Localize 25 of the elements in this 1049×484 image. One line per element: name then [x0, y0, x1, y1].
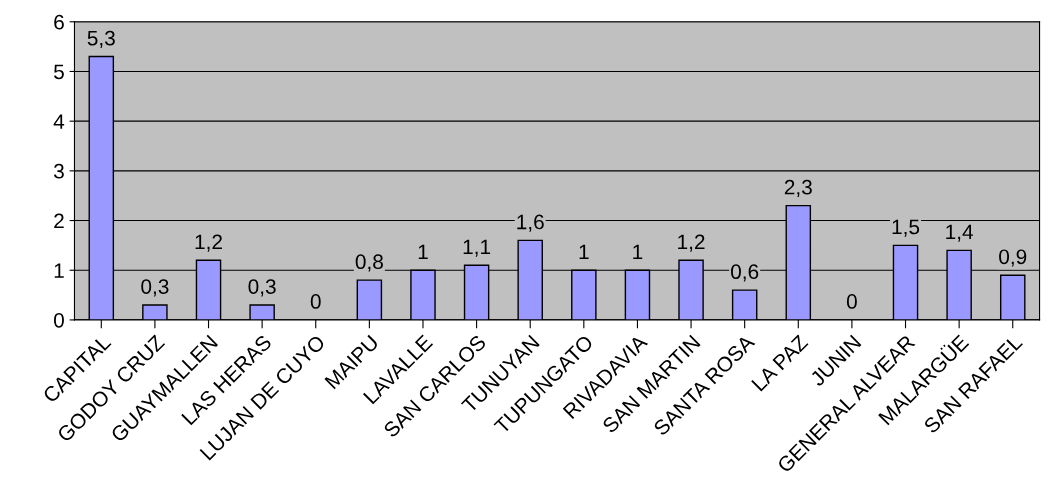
y-tick-label: 1: [54, 263, 64, 278]
data-label: 0,9: [999, 249, 1027, 267]
y-tick-label: 5: [54, 64, 64, 80]
y-tick-label: 2: [54, 213, 64, 229]
data-label: 0: [310, 294, 321, 309]
data-label: 0,6: [731, 264, 759, 282]
data-label: 1: [418, 244, 428, 259]
data-label: 0,8: [355, 254, 383, 272]
y-tick-label: 4: [53, 114, 65, 129]
data-label: 0: [846, 294, 857, 309]
data-label: 0,3: [141, 279, 169, 297]
data-label: 1: [633, 244, 643, 259]
data-label: 1: [579, 244, 589, 259]
data-label: 2,3: [784, 179, 812, 198]
y-tick-label: 0: [53, 312, 64, 328]
data-label: 1,6: [517, 214, 544, 232]
data-label: 1,5: [892, 219, 920, 237]
data-label: 1,4: [946, 224, 974, 242]
y-tick-label: 6: [54, 14, 64, 30]
data-label: 1,2: [678, 234, 705, 252]
data-label: 1,1: [463, 239, 491, 257]
data-label: 5,3: [87, 30, 115, 48]
data-label: 0,3: [248, 279, 276, 297]
y-tick-label: 3: [53, 163, 64, 179]
data-label: 1,2: [195, 234, 222, 252]
